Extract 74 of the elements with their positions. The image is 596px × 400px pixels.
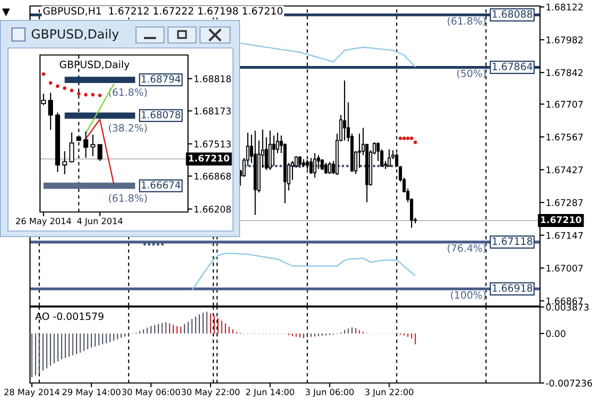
line-series	[191, 252, 416, 292]
candlestick	[48, 92, 53, 130]
x-tick-label: 30 May 22:00	[182, 388, 240, 397]
candlestick	[264, 136, 268, 170]
y-tick-label: 1.67842	[546, 69, 583, 76]
point	[84, 92, 88, 97]
point	[56, 84, 60, 88]
x-tick-label: 3 Jun 06:00	[306, 388, 354, 397]
x-tick-label: 4 Jun 2014	[77, 218, 123, 226]
y-tick-label: 1.66868	[194, 172, 231, 180]
candlestick	[97, 144, 102, 162]
y-tick-label: 1.67567	[546, 134, 583, 141]
point	[42, 72, 46, 76]
chart-title: AO -0.001579	[35, 312, 104, 320]
ref-line-label: 1.68088	[492, 10, 532, 18]
point	[98, 94, 102, 98]
y-tick-label: -0.007236	[546, 380, 592, 387]
y-tick-label: 1.67427	[546, 166, 583, 174]
text: GBPUSD,Daily	[60, 60, 130, 70]
candlestick	[62, 150, 68, 175]
annotation: (61.8%)	[108, 88, 147, 98]
y-tick-label: 0.003873	[546, 304, 589, 311]
ref-line-label: 1.67210	[189, 154, 230, 162]
y-tick-label: 1.68173	[194, 108, 231, 114]
y-tick-label: 1.66208	[194, 206, 231, 213]
y-tick-label: 1.68818	[194, 75, 231, 82]
chart-title: GBPUSD,H1 1.67212 1.67222 1.67198 1.67210	[43, 7, 282, 16]
ref-line-label: 1.67118	[492, 237, 532, 245]
candlestick	[342, 80, 346, 141]
y-tick-label: 1.67982	[546, 36, 583, 44]
y-tick-label: 1.67007	[546, 264, 583, 272]
candlestick	[69, 132, 74, 164]
x-tick-label: 29 May 14:00	[62, 388, 120, 397]
candlestick	[90, 134, 96, 157]
candlestick	[388, 148, 391, 168]
ref-line-label: 1.67210	[541, 216, 582, 224]
data-label: 1.68078	[142, 111, 180, 118]
annotation: (38.2%)	[108, 124, 147, 133]
x-tick-label: 28 May 2014	[4, 388, 60, 397]
data-label: 1.66674	[142, 181, 180, 189]
annotation: (61.8%)	[108, 194, 147, 204]
candlestick	[324, 162, 328, 174]
candlestick	[320, 158, 324, 170]
y-tick-label: 1.66867	[546, 298, 583, 304]
chart-title: GBPUSD,Daily	[32, 28, 119, 42]
annotation: (100%)	[450, 291, 486, 300]
candlestick	[298, 156, 302, 168]
annotation: (61.8%)	[448, 16, 486, 26]
x-tick-label: 30 May 06:00	[122, 388, 180, 397]
point	[62, 86, 66, 90]
x-tick-label: 26 May 2014	[16, 218, 72, 226]
line-series	[240, 42, 416, 68]
point	[70, 88, 74, 92]
y-tick-label: 1.68122	[546, 4, 583, 11]
ref-line-label: 1.66918	[492, 284, 532, 292]
annotation: (76.4%)	[448, 244, 486, 254]
y-tick-label: 1.67513	[194, 140, 231, 148]
y-tick-label: 0.00	[546, 330, 566, 338]
point	[76, 92, 81, 96]
candlestick	[328, 161, 332, 174]
x-tick-label: 3 Jun 22:00	[365, 388, 414, 397]
candlestick	[268, 130, 272, 170]
data-label: 1.68794	[142, 75, 180, 83]
point	[91, 92, 95, 97]
candlestick	[272, 134, 276, 167]
annotation: (50%)	[457, 69, 486, 78]
x-tick-label: 2 Jun 14:00	[246, 388, 294, 397]
candlestick	[313, 152, 316, 178]
ref-line-label: 1.67864	[492, 62, 532, 70]
y-tick-label: 1.67147	[546, 232, 583, 239]
y-tick-label: 1.67287	[546, 199, 583, 206]
point	[48, 81, 52, 85]
y-tick-label: 1.67707	[546, 100, 583, 108]
candlestick	[83, 130, 88, 158]
